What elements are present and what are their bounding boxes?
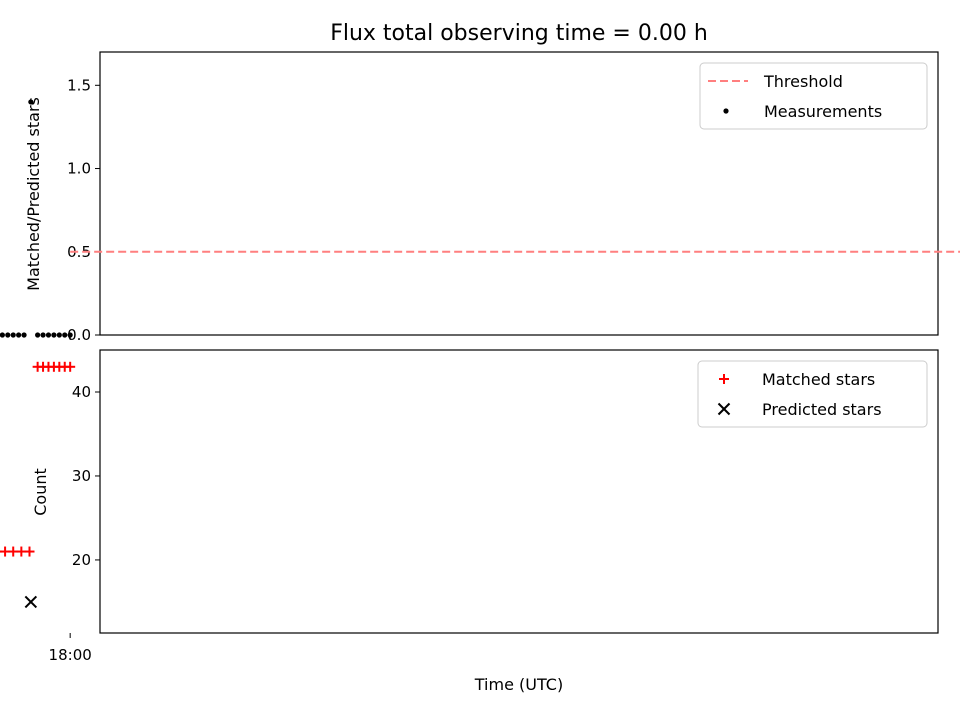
top-y-tick-label-3: 1.5 bbox=[67, 76, 91, 94]
measurement-point bbox=[0, 332, 5, 338]
top-y-tick-label-2: 1.0 bbox=[67, 160, 91, 178]
bottom-legend-box bbox=[697, 360, 928, 428]
x-axis-label: Time (UTC) bbox=[474, 675, 563, 694]
measurement-point bbox=[35, 332, 41, 338]
measurement-point bbox=[67, 332, 73, 338]
measurement-point bbox=[45, 332, 52, 338]
bottom-series-1 bbox=[24, 595, 38, 609]
bottom-series-0 bbox=[0, 361, 76, 557]
legend-predicted-marker bbox=[717, 402, 731, 416]
legend-label: Threshold bbox=[763, 72, 843, 91]
top-y-tick-label-1: 0.5 bbox=[67, 243, 91, 261]
top-series-2 bbox=[0, 332, 73, 338]
bottom-legend: Matched stars Predicted stars bbox=[697, 360, 928, 428]
measurement-point bbox=[5, 332, 11, 338]
legend-label: Predicted stars bbox=[762, 400, 882, 419]
measurement-point bbox=[51, 332, 57, 338]
predicted-point bbox=[24, 595, 38, 609]
legend-matched-marker bbox=[719, 374, 729, 384]
top-panel: Matched/Predicted stars 0.0 0.5 1.0 1.5 Thre… bbox=[0, 51, 960, 344]
bottom-panel: Count 20304018:0020:0022:0000:0002:0004:… bbox=[0, 349, 939, 664]
top-y-axis-label: Matched/Predicted stars bbox=[24, 97, 43, 291]
legend-label: Measurements bbox=[764, 102, 882, 121]
measurement-point bbox=[40, 332, 46, 338]
measurement-point bbox=[10, 332, 16, 338]
bottom-y-tick-label-2: 40 bbox=[72, 383, 91, 401]
chart-title: Flux total observing time = 0.00 h bbox=[330, 21, 708, 46]
bottom-y-tick-label-1: 30 bbox=[72, 467, 91, 485]
measurement-point bbox=[28, 99, 34, 105]
matched-point bbox=[32, 361, 43, 372]
top-legend-box bbox=[699, 62, 928, 130]
measurement-point bbox=[62, 332, 68, 338]
measurement-point bbox=[16, 332, 22, 338]
measurement-point bbox=[56, 332, 62, 338]
top-series-1 bbox=[28, 99, 34, 105]
top-y-tick-label-0: 0.0 bbox=[67, 326, 91, 344]
legend-label: Matched stars bbox=[762, 370, 875, 389]
bottom-y-tick-label-0: 20 bbox=[72, 551, 91, 569]
bottom-y-axis-label: Count bbox=[31, 468, 50, 516]
measurement-point bbox=[21, 332, 27, 338]
bottom-plot-frame bbox=[99, 349, 939, 634]
top-legend: Threshold Measurements bbox=[699, 62, 928, 130]
top-plot-frame bbox=[99, 51, 939, 336]
x-tick-label-0: 18:00 bbox=[49, 646, 92, 664]
legend-measurement-marker bbox=[723, 108, 729, 114]
matched-point bbox=[0, 550, 2, 553]
